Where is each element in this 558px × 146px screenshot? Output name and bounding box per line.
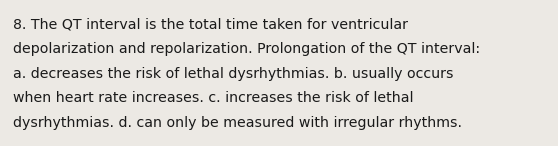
Text: when heart rate increases. c. increases the risk of lethal: when heart rate increases. c. increases …: [13, 92, 413, 106]
Text: dysrhythmias. d. can only be measured with irregular rhythms.: dysrhythmias. d. can only be measured wi…: [13, 116, 462, 130]
Text: a. decreases the risk of lethal dysrhythmias. b. usually occurs: a. decreases the risk of lethal dysrhyth…: [13, 67, 454, 81]
Text: depolarization and repolarization. Prolongation of the QT interval:: depolarization and repolarization. Prolo…: [13, 42, 480, 57]
Text: 8. The QT interval is the total time taken for ventricular: 8. The QT interval is the total time tak…: [13, 18, 408, 32]
